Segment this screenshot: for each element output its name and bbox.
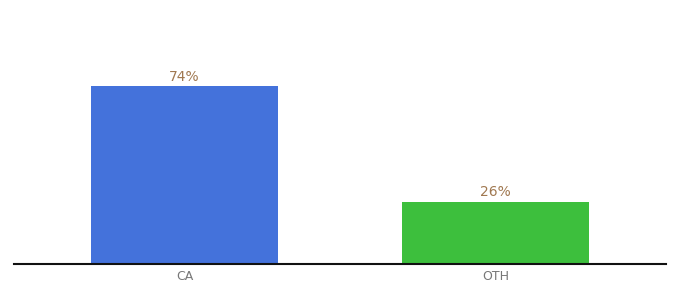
Bar xyxy=(91,86,278,264)
Text: 26%: 26% xyxy=(480,185,511,199)
Text: 74%: 74% xyxy=(169,70,200,83)
Bar xyxy=(402,202,589,264)
